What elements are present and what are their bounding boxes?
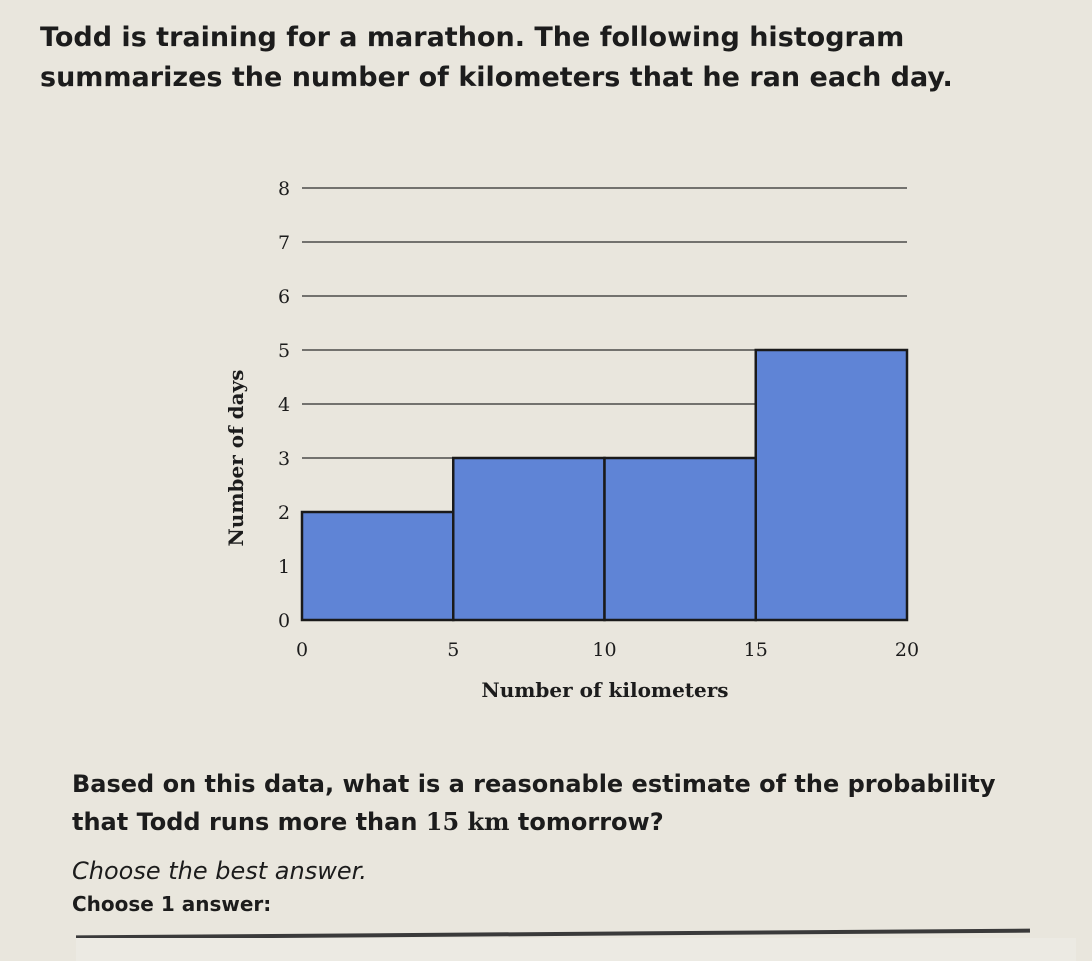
y-tick-label-2: 2 — [278, 502, 290, 524]
histogram-bar-5-10 — [452, 456, 606, 622]
question-before: Based on this data, what is a reasonable… — [72, 770, 996, 836]
histogram-bar-0-5 — [300, 510, 455, 622]
y-tick-label-8: 8 — [278, 178, 290, 200]
y-axis-label: Number of days — [224, 370, 248, 547]
histogram-bar-15-20 — [754, 348, 909, 622]
x-axis-ticks: 0 5 10 15 20 — [296, 639, 919, 661]
y-tick-label-6: 6 — [278, 286, 290, 308]
question-unit: 15 km — [425, 807, 510, 836]
x-tick-label-20: 20 — [895, 639, 919, 661]
choose-answer-label: Choose 1 answer: — [72, 892, 272, 916]
x-tick-label-10: 10 — [592, 639, 616, 661]
y-axis-ticks: 0 1 2 3 4 5 6 7 8 — [278, 178, 290, 632]
y-tick-label-1: 1 — [278, 556, 290, 578]
y-tick-label-5: 5 — [278, 340, 290, 362]
x-tick-label-0: 0 — [296, 639, 308, 661]
answer-choices-area[interactable] — [76, 938, 1076, 961]
question-after: tomorrow? — [509, 808, 664, 836]
y-tick-label-3: 3 — [278, 448, 290, 470]
histogram-bar-10-15 — [603, 456, 757, 622]
y-tick-label-4: 4 — [278, 394, 290, 416]
x-axis-label: Number of kilometers — [481, 678, 728, 702]
y-tick-label-0: 0 — [278, 610, 290, 632]
chart-bars — [300, 348, 909, 622]
x-tick-label-5: 5 — [447, 639, 459, 661]
x-tick-label-15: 15 — [744, 639, 768, 661]
question-text: Based on this data, what is a reasonable… — [72, 765, 1052, 841]
instruction-text: Choose the best answer. — [72, 857, 367, 885]
problem-intro: Todd is training for a marathon. The fol… — [40, 22, 953, 93]
y-tick-label-7: 7 — [278, 232, 290, 254]
